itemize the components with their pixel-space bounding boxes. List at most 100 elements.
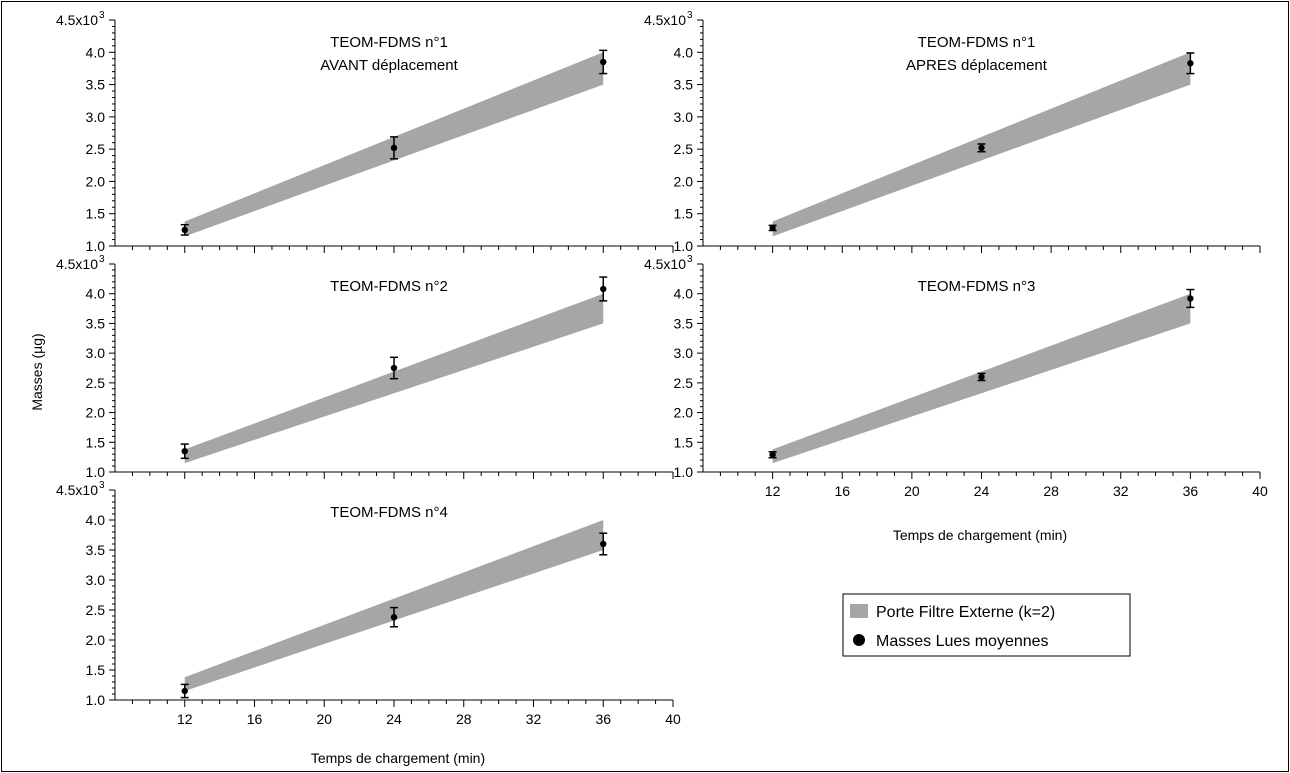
y-tick-label: 2.0 bbox=[674, 173, 694, 189]
legend-point-swatch bbox=[853, 634, 865, 646]
legend-box bbox=[842, 593, 1131, 657]
y-tick-label: 2.5 bbox=[86, 141, 106, 157]
panel-title: TEOM-FDMS n°4 bbox=[330, 504, 448, 521]
data-point bbox=[390, 614, 398, 621]
panel-1: 1.0 1.5 2.0 2.5 3.0 3.5 4.0 4.5x10 3 TEOM-FDMS n°… bbox=[56, 10, 674, 254]
y-top-tick-label: 4.5x10 bbox=[56, 12, 98, 28]
y-tick-label: 2.5 bbox=[86, 602, 106, 618]
panel-title: AVANT déplacement bbox=[320, 57, 458, 74]
y-tick-label: 1.5 bbox=[674, 434, 694, 450]
y-top-tick-label: 4.5x10 bbox=[56, 256, 98, 272]
data-point bbox=[181, 687, 188, 695]
y-tick-label: 3.0 bbox=[86, 572, 106, 588]
data-point bbox=[978, 373, 985, 381]
x-tick-label: 36 bbox=[595, 711, 611, 727]
y-top-tick-label: 4.5x10 bbox=[56, 482, 98, 498]
y-tick-label: 2.5 bbox=[674, 141, 694, 157]
y-tick-label: 1.0 bbox=[86, 238, 106, 254]
uncertainty-band bbox=[184, 520, 604, 691]
data-point bbox=[181, 226, 188, 234]
y-tick-label: 3.0 bbox=[674, 109, 694, 125]
y-tick-label: 4.0 bbox=[86, 512, 106, 528]
panel-title: TEOM-FDMS n°1 bbox=[330, 34, 448, 51]
y-tick-label: 3.5 bbox=[674, 315, 694, 331]
data-point bbox=[978, 144, 985, 152]
y-tick-label: 3.5 bbox=[86, 77, 106, 93]
x-tick-label: 32 bbox=[1113, 483, 1129, 499]
data-point bbox=[600, 285, 607, 293]
x-axis-title: Temps de chargement (min) bbox=[311, 750, 485, 766]
y-tick-label: 2.5 bbox=[86, 375, 106, 391]
panel-4: 1.0 1.5 2.0 2.5 3.0 3.5 4.0 4.5x10 3 12 16 20 24 28 32… bbox=[644, 254, 1268, 543]
y-top-tick-exponent: 3 bbox=[99, 480, 105, 491]
x-tick-label: 16 bbox=[834, 483, 850, 499]
y-tick-label: 1.5 bbox=[86, 662, 106, 678]
y-top-tick-exponent: 3 bbox=[687, 10, 693, 21]
data-point bbox=[390, 364, 398, 372]
x-tick-label: 32 bbox=[526, 711, 542, 727]
data-point bbox=[390, 144, 398, 152]
x-tick-label: 16 bbox=[247, 711, 263, 727]
y-axis-title: Masses (µg) bbox=[29, 333, 45, 410]
y-tick-label: 3.0 bbox=[86, 345, 106, 361]
panel-2: 1.0 1.5 2.0 2.5 3.0 3.5 4.0 4.5x10 3 TEOM-FDMS n°… bbox=[644, 10, 1261, 254]
legend-label-band: Porte Filtre Externe (k=2) bbox=[876, 604, 1055, 621]
panel-title: APRES déplacement bbox=[906, 57, 1048, 74]
x-tick-label: 40 bbox=[1252, 483, 1268, 499]
legend-label-points: Masses Lues moyennes bbox=[876, 633, 1049, 650]
y-tick-label: 4.0 bbox=[86, 286, 106, 302]
y-tick-label: 1.5 bbox=[674, 206, 694, 222]
x-axis-title: Temps de chargement (min) bbox=[893, 527, 1067, 543]
panel-5: 1.0 1.5 2.0 2.5 3.0 3.5 4.0 4.5x10 3 12 16 20 24 28 32… bbox=[56, 480, 681, 766]
legend: Porte Filtre Externe (k=2) Masses Lues m… bbox=[842, 593, 1131, 657]
y-tick-label: 1.0 bbox=[86, 464, 106, 480]
x-tick-label: 28 bbox=[456, 711, 472, 727]
y-tick-label: 1.0 bbox=[674, 238, 694, 254]
y-tick-label: 1.5 bbox=[86, 434, 106, 450]
y-tick-label: 3.5 bbox=[674, 77, 694, 93]
x-tick-label: 20 bbox=[904, 483, 920, 499]
x-tick-label: 12 bbox=[177, 711, 193, 727]
panel-title: TEOM-FDMS n°1 bbox=[918, 34, 1036, 51]
x-tick-label: 20 bbox=[316, 711, 332, 727]
legend-band-swatch bbox=[850, 604, 868, 618]
y-tick-label: 3.0 bbox=[86, 109, 106, 125]
y-tick-label: 2.0 bbox=[86, 632, 106, 648]
y-tick-label: 2.0 bbox=[86, 405, 106, 421]
y-tick-label: 4.0 bbox=[674, 286, 694, 302]
y-top-tick-label: 4.5x10 bbox=[644, 12, 686, 28]
data-point bbox=[181, 448, 188, 455]
y-tick-label: 1.0 bbox=[86, 692, 106, 708]
x-tick-label: 40 bbox=[665, 711, 681, 727]
panel-title: TEOM-FDMS n°3 bbox=[918, 278, 1036, 295]
y-tick-label: 4.0 bbox=[674, 44, 694, 60]
y-top-tick-exponent: 3 bbox=[687, 254, 693, 265]
x-tick-label: 36 bbox=[1183, 483, 1199, 499]
y-top-tick-exponent: 3 bbox=[99, 10, 105, 21]
x-tick-label: 12 bbox=[765, 483, 781, 499]
y-tick-label: 3.5 bbox=[86, 315, 106, 331]
data-point bbox=[1187, 60, 1194, 67]
y-top-tick-label: 4.5x10 bbox=[644, 256, 686, 272]
y-top-tick-exponent: 3 bbox=[99, 254, 105, 265]
panel-3: 1.0 1.5 2.0 2.5 3.0 3.5 4.0 4.5x10 3 TEOM-FDMS n°… bbox=[56, 254, 674, 480]
y-tick-label: 2.0 bbox=[86, 173, 106, 189]
x-tick-label: 28 bbox=[1043, 483, 1059, 499]
y-tick-label: 2.5 bbox=[674, 375, 694, 391]
y-tick-label: 3.5 bbox=[86, 542, 106, 558]
panel-title: TEOM-FDMS n°2 bbox=[330, 278, 448, 295]
y-tick-label: 2.0 bbox=[674, 405, 694, 421]
data-point bbox=[769, 451, 776, 458]
y-tick-label: 1.5 bbox=[86, 206, 106, 222]
y-tick-label: 4.0 bbox=[86, 44, 106, 60]
data-point bbox=[1187, 295, 1194, 302]
data-point bbox=[600, 540, 607, 548]
data-point bbox=[600, 58, 607, 66]
y-tick-label: 3.0 bbox=[674, 345, 694, 361]
x-tick-label: 24 bbox=[386, 711, 402, 727]
x-tick-label: 24 bbox=[974, 483, 990, 499]
data-point bbox=[769, 224, 776, 232]
y-tick-label: 1.0 bbox=[674, 464, 694, 480]
